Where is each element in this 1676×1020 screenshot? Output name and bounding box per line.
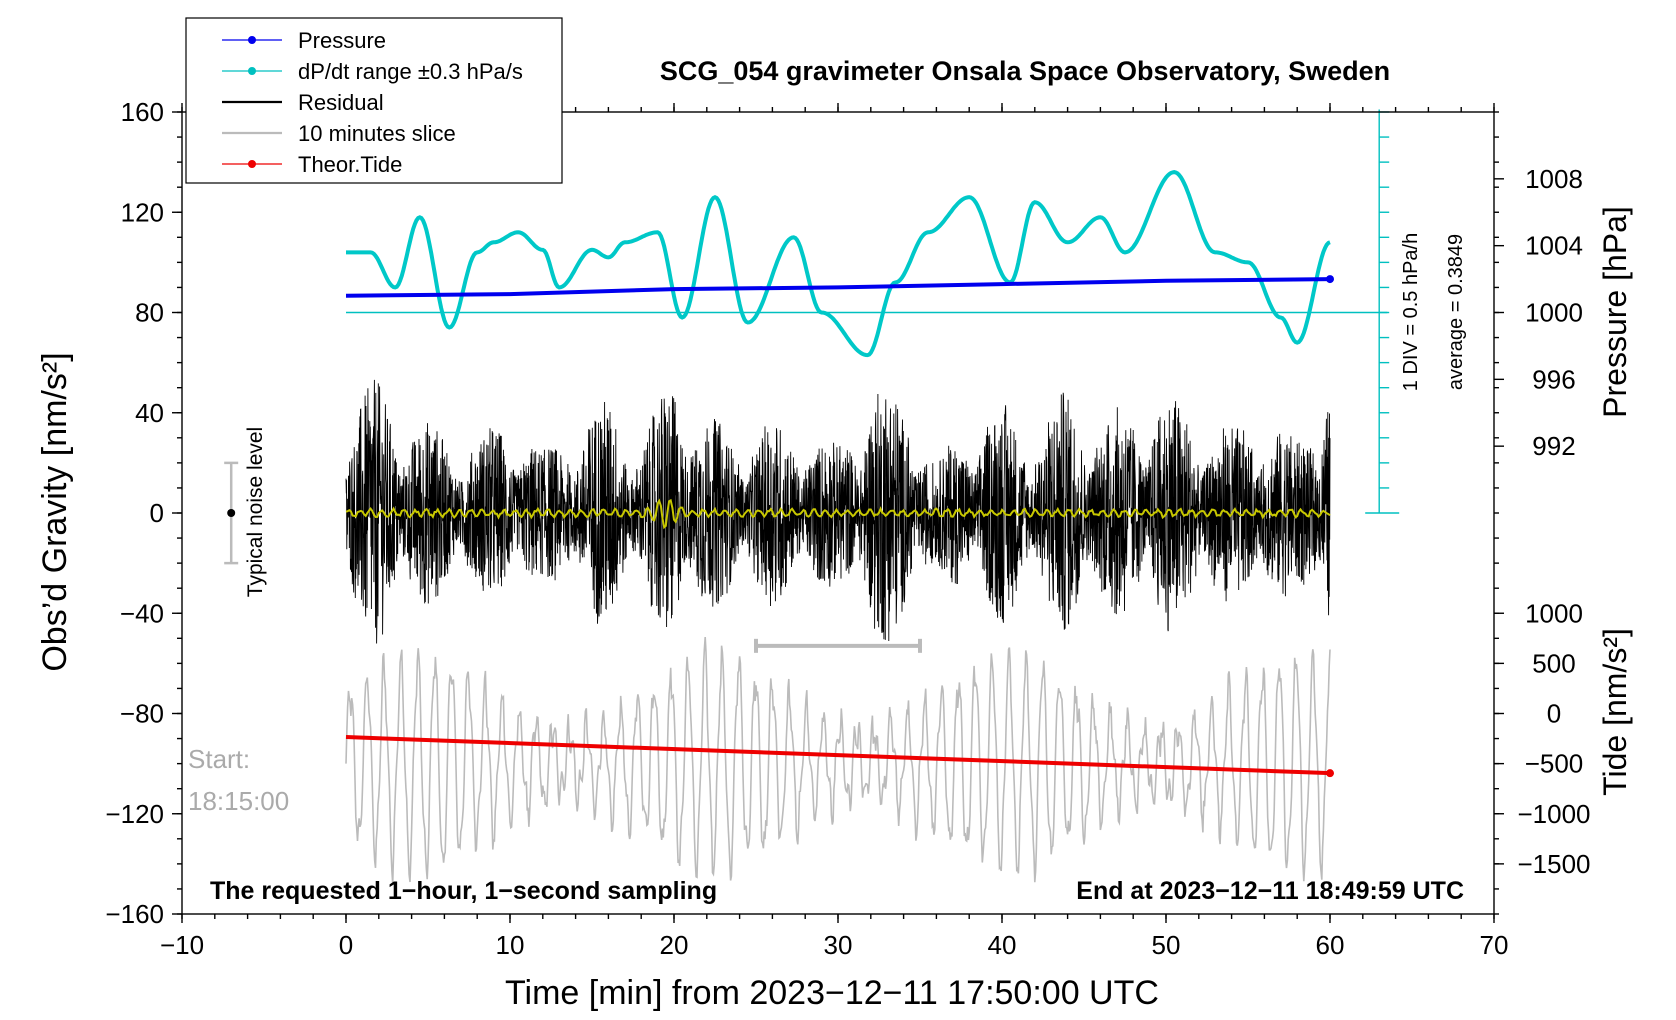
bottom-left-note: The requested 1−hour, 1−second sampling bbox=[210, 877, 717, 905]
x-tick-label: 20 bbox=[660, 930, 689, 960]
tide-tick-label: 1000 bbox=[1525, 598, 1583, 628]
x-tick-label: 50 bbox=[1152, 930, 1181, 960]
y-tick-label: 80 bbox=[135, 298, 164, 328]
bottom-right-note: End at 2023−12−11 18:49:59 UTC bbox=[1076, 877, 1464, 905]
legend-label: 10 minutes slice bbox=[298, 121, 456, 146]
pressure-tick-label: 1008 bbox=[1525, 164, 1583, 194]
legend-box bbox=[185, 17, 563, 184]
y-tick-label: −120 bbox=[105, 799, 164, 829]
x-axis-label: Time [min] from 2023−12−11 17:50:00 UTC bbox=[505, 974, 1159, 1012]
residual-smoothed-trace bbox=[345, 498, 1331, 530]
x-tick-label: 30 bbox=[824, 930, 853, 960]
tide-tick-label: −1000 bbox=[1517, 799, 1590, 829]
slice-series bbox=[345, 636, 1331, 884]
x-tick-label: 0 bbox=[339, 930, 353, 960]
pressure-end-marker bbox=[1326, 275, 1334, 284]
y-tick-label: −80 bbox=[120, 699, 164, 729]
chart-title: SCG_054 gravimeter Onsala Space Observat… bbox=[660, 56, 1390, 86]
legend-label: Pressure bbox=[298, 28, 386, 53]
residual-trace bbox=[345, 379, 1331, 644]
residual-series bbox=[345, 379, 1331, 644]
pressure-tick-label: 992 bbox=[1532, 431, 1575, 461]
y-axis-label-left: Obs’d Gravity [nm/s²] bbox=[36, 352, 74, 671]
tide-trace bbox=[345, 735, 1331, 776]
legend-swatch-marker bbox=[248, 67, 256, 75]
pressure-tick-label: 1000 bbox=[1525, 298, 1583, 328]
legend: Pressure dP/dt range ±0.3 hPa/s Residual 10… bbox=[185, 17, 563, 184]
y-axis-label-pressure: Pressure [hPa] bbox=[1597, 206, 1633, 418]
y-tick-label: −160 bbox=[105, 899, 164, 929]
tide-tick-label: 500 bbox=[1532, 648, 1575, 678]
legend-swatch-marker bbox=[248, 160, 256, 168]
y-tick-label: 160 bbox=[121, 97, 164, 127]
legend-swatch-marker bbox=[248, 36, 256, 44]
y-axis-label-tide: Tide [nm/s²] bbox=[1597, 628, 1633, 796]
tide-tick-label: 0 bbox=[1547, 699, 1561, 729]
x-tick-label: −10 bbox=[160, 930, 204, 960]
legend-label: dP/dt range ±0.3 hPa/s bbox=[298, 59, 523, 84]
tide-tick-label: −500 bbox=[1525, 749, 1584, 779]
y-tick-label: 40 bbox=[135, 398, 164, 428]
pressure-trace bbox=[345, 277, 1331, 298]
pressure-tick-label: 1004 bbox=[1525, 231, 1583, 261]
tide-tick-label: −1500 bbox=[1517, 849, 1590, 879]
scale-div-label: 1 DIV = 0.5 hPa/h bbox=[1400, 233, 1422, 391]
noise-level-label: Typical noise level bbox=[244, 427, 267, 597]
legend-label: Theor.Tide bbox=[298, 152, 402, 177]
x-tick-label: 10 bbox=[496, 930, 525, 960]
noise-level-dot bbox=[227, 509, 236, 517]
tide-series bbox=[345, 735, 1334, 778]
start-time-label: 18:15:00 bbox=[188, 786, 289, 816]
x-tick-label: 70 bbox=[1480, 930, 1509, 960]
tide-end-marker bbox=[1326, 769, 1334, 778]
scale-average-label: average = 0.3849 bbox=[1445, 234, 1467, 390]
slice-trace bbox=[345, 636, 1331, 884]
dpdt-trace bbox=[346, 170, 1331, 358]
x-tick-label: 40 bbox=[988, 930, 1017, 960]
y-tick-label: −40 bbox=[120, 598, 164, 628]
pressure-tick-label: 996 bbox=[1532, 364, 1575, 394]
pressure-series bbox=[345, 109, 1400, 514]
start-label: Start: bbox=[188, 744, 250, 774]
legend-label: Residual bbox=[298, 90, 384, 115]
y-tick-label: 120 bbox=[121, 197, 164, 227]
y-tick-label: 0 bbox=[150, 498, 164, 528]
x-tick-label: 60 bbox=[1316, 930, 1345, 960]
